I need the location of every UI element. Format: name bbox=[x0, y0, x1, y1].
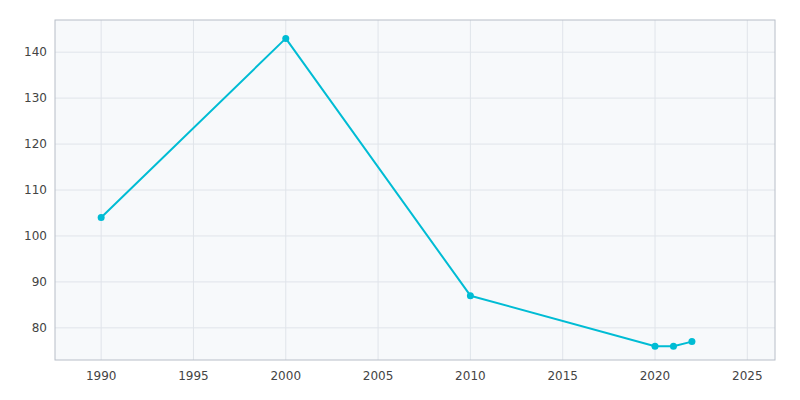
x-tick-label: 2025 bbox=[732, 369, 763, 383]
y-tick-label: 100 bbox=[24, 229, 47, 243]
grid-line-y bbox=[55, 235, 775, 236]
marker bbox=[282, 35, 289, 42]
grid-line-y bbox=[55, 98, 775, 99]
y-tick-label: 80 bbox=[32, 321, 47, 335]
y-tick-label: 140 bbox=[24, 45, 47, 59]
y-tick-label: 120 bbox=[24, 137, 47, 151]
marker bbox=[670, 343, 677, 350]
x-tick-label: 1990 bbox=[86, 369, 117, 383]
y-tick-label: 90 bbox=[32, 275, 47, 289]
marker bbox=[688, 338, 695, 345]
grid-line-y bbox=[55, 190, 775, 191]
y-tick-label: 130 bbox=[24, 91, 47, 105]
marker bbox=[98, 214, 105, 221]
grid-line-y bbox=[55, 327, 775, 328]
x-tick-label: 1995 bbox=[178, 369, 209, 383]
marker bbox=[652, 343, 659, 350]
y-tick-label: 110 bbox=[24, 183, 47, 197]
x-tick-label: 2000 bbox=[270, 369, 301, 383]
plot-area bbox=[55, 20, 775, 360]
marker bbox=[467, 292, 474, 299]
grid bbox=[55, 20, 775, 360]
chart: 1990 1995 2000 2005 2010 2015 2020 2025 80 90 100 1… bbox=[0, 0, 800, 400]
grid-line-y bbox=[55, 281, 775, 282]
series bbox=[98, 35, 696, 350]
x-tick-label: 2005 bbox=[363, 369, 394, 383]
chart-container: 1990 1995 2000 2005 2010 2015 2020 2025 80 90 100 1… bbox=[0, 0, 800, 400]
x-tick-label: 2015 bbox=[547, 369, 578, 383]
x-tick-label: 2020 bbox=[640, 369, 671, 383]
grid-line-y bbox=[55, 144, 775, 145]
line bbox=[101, 38, 692, 346]
grid-line-y bbox=[55, 52, 775, 53]
tick-labels: 1990 1995 2000 2005 2010 2015 2020 2025 80 90 100 1… bbox=[24, 45, 762, 383]
plot-frame bbox=[55, 20, 775, 360]
x-tick-label: 2010 bbox=[455, 369, 486, 383]
